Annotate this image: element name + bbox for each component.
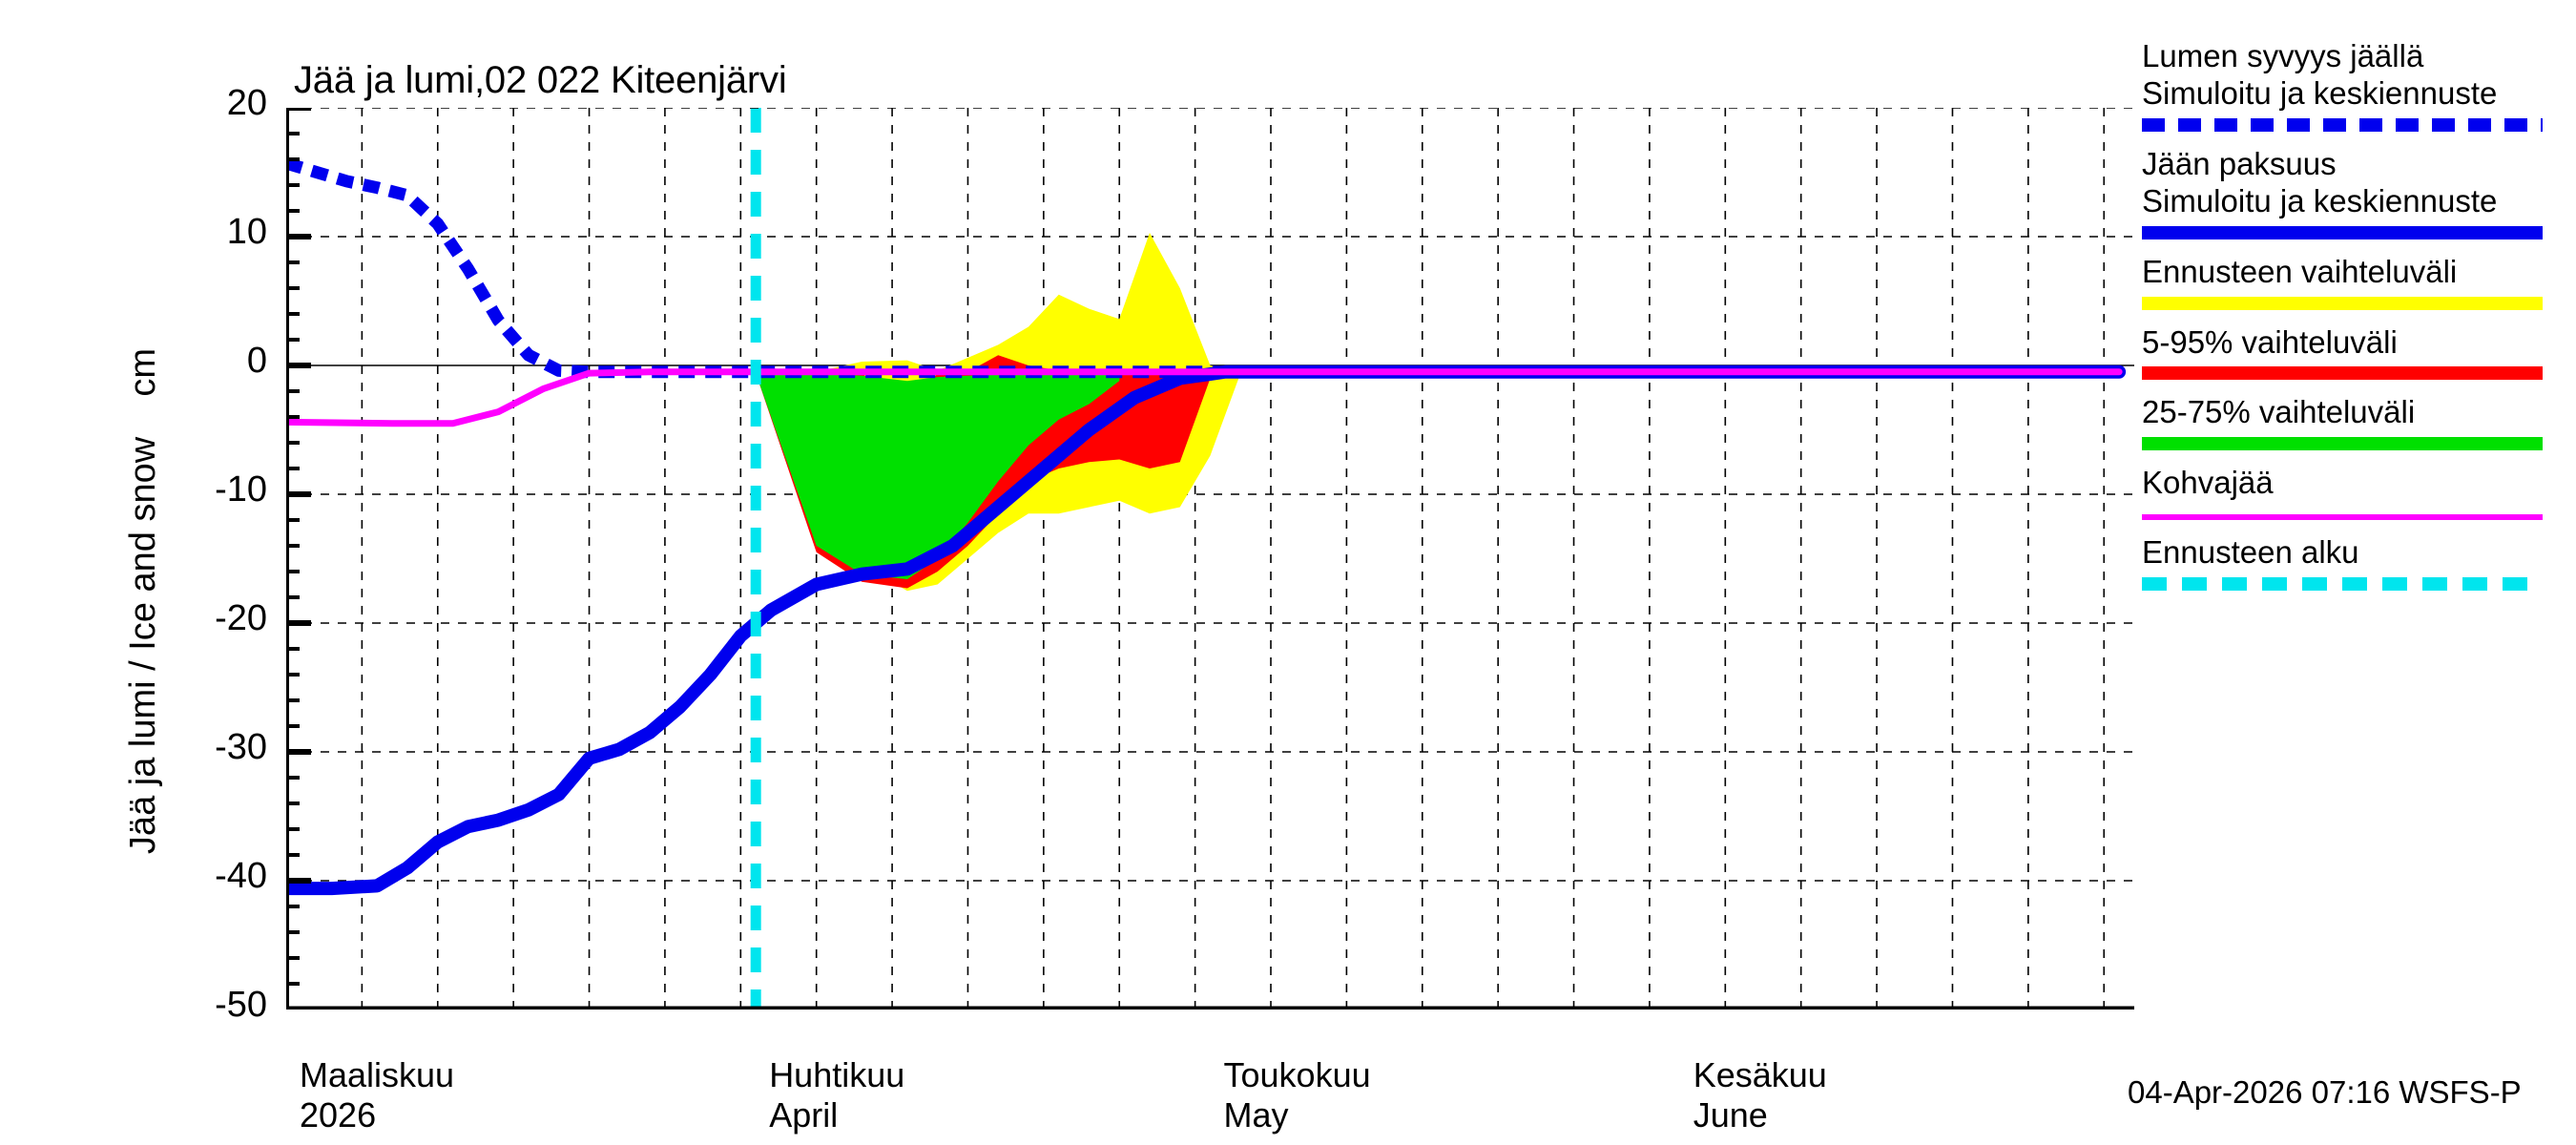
x-tick-label-fi: Kesäkuu bbox=[1693, 1055, 1827, 1094]
y-tick-label: -30 bbox=[215, 727, 267, 767]
legend-swatch bbox=[2142, 366, 2543, 381]
chart-svg bbox=[286, 108, 2134, 1010]
series-lines bbox=[286, 156, 2127, 896]
legend-item-5: Ennusteen alku bbox=[2142, 533, 2576, 592]
y-tick-label: -20 bbox=[215, 598, 267, 638]
legend-swatch bbox=[2142, 577, 2543, 592]
legend-item-1: Ennusteen vaihteluväli bbox=[2142, 253, 2576, 310]
grid-lines bbox=[286, 108, 2134, 1010]
page-title: Jää ja lumi,02 022 Kiteenjärvi bbox=[294, 59, 787, 101]
plot-area bbox=[286, 108, 2134, 1010]
x-tick-label-en: May bbox=[1223, 1095, 1289, 1135]
x-tick-label-group: Huhtikuu April bbox=[769, 1055, 904, 1136]
legend-item-label: Kohvajää bbox=[2142, 464, 2274, 500]
legend-swatch bbox=[2142, 226, 2543, 240]
x-tick-label-group: Toukokuu May bbox=[1224, 1055, 1371, 1136]
legend-item-label: Ennusteen vaihteluväli bbox=[2142, 254, 2458, 290]
x-tick-label-en: June bbox=[1693, 1095, 1768, 1135]
x-tick-label-en: 2026 bbox=[300, 1095, 377, 1135]
legend-swatch bbox=[2142, 514, 2543, 521]
legend: Lumen syvyys jäällä Simuloitu ja keskien… bbox=[2142, 38, 2576, 604]
series-0 bbox=[286, 156, 2120, 379]
legend-item-label: Jään paksuus bbox=[2142, 145, 2337, 181]
band-2 bbox=[756, 371, 1120, 580]
legend-item-sublabel: Simuloitu ja keskiennuste bbox=[2142, 183, 2498, 219]
legend-item-label: 25-75% vaihteluväli bbox=[2142, 394, 2416, 430]
legend-item-3: 25-75% vaihteluväli bbox=[2142, 393, 2576, 450]
legend-swatch bbox=[2142, 436, 2543, 450]
x-tick-label-fi: Huhtikuu bbox=[769, 1055, 905, 1094]
x-tick-label-fi: Toukokuu bbox=[1223, 1055, 1371, 1094]
legend-items: Jään paksuus Simuloitu ja keskiennuste Enn… bbox=[2142, 145, 2576, 592]
legend-header: Lumen syvyys jäällä Simuloitu ja keskien… bbox=[2142, 38, 2576, 113]
legend-header-line2: Simuloitu ja keskiennuste bbox=[2142, 74, 2498, 111]
legend-header-line1: Lumen syvyys jäällä bbox=[2142, 38, 2424, 73]
legend-swatch-snow-depth bbox=[2142, 117, 2543, 132]
legend-item-0: Jään paksuus Simuloitu ja keskiennuste bbox=[2142, 145, 2576, 240]
axis-frame bbox=[286, 108, 2134, 1010]
y-tick-label: -50 bbox=[215, 985, 267, 1025]
y-tick-label: 20 bbox=[226, 83, 267, 123]
legend-item-label: 5-95% vaihteluväli bbox=[2142, 323, 2398, 360]
footer-timestamp: 04-Apr-2026 07:16 WSFS-P bbox=[2128, 1074, 2522, 1110]
uncertainty-bands bbox=[756, 232, 1241, 592]
series-1 bbox=[286, 364, 2127, 896]
x-tick-label-en: April bbox=[769, 1095, 839, 1135]
y-tick-label: -10 bbox=[215, 469, 267, 510]
x-tick-label-group: Kesäkuu June bbox=[1693, 1055, 1827, 1136]
legend-item-4: Kohvajää bbox=[2142, 464, 2576, 521]
legend-item-2: 5-95% vaihteluväli bbox=[2142, 323, 2576, 381]
series-2 bbox=[286, 368, 2123, 427]
x-tick-label-fi: Maaliskuu bbox=[300, 1055, 455, 1094]
y-tick-label: 0 bbox=[246, 341, 267, 381]
y-tick-label: -40 bbox=[215, 856, 267, 896]
legend-swatch bbox=[2142, 296, 2543, 310]
y-tick-label: 10 bbox=[226, 212, 267, 252]
legend-item-label: Ennusteen alku bbox=[2142, 534, 2359, 571]
x-tick-label-group: Maaliskuu 2026 bbox=[300, 1055, 454, 1136]
